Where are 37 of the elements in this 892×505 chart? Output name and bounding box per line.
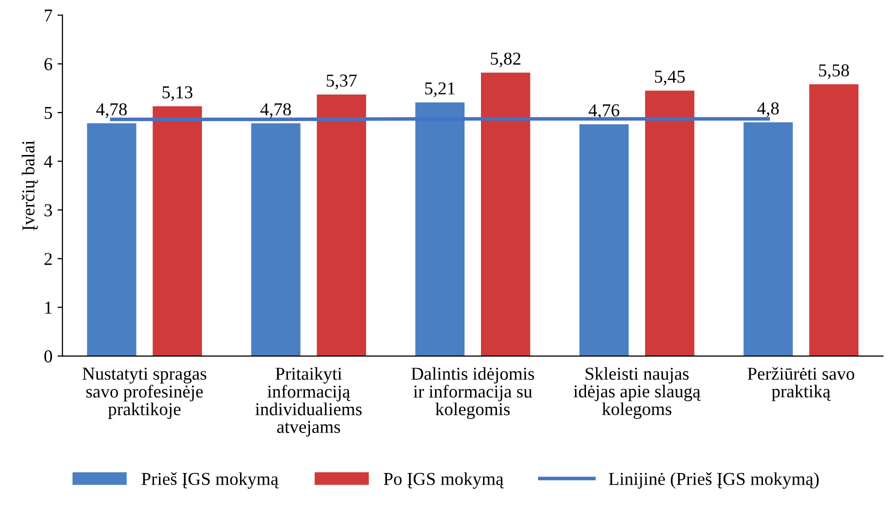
- y-tick-label: 3: [44, 204, 52, 216]
- bar: [645, 90, 694, 356]
- data-label: 4,76: [588, 104, 620, 119]
- y-tick-label: 1: [45, 302, 52, 314]
- y-tick-label: 2: [44, 252, 52, 265]
- x-tick-label: Nustatyti spragas savo profesinėje praktikoje: [82, 368, 206, 419]
- data-label: 5,58: [819, 64, 849, 80]
- x-tick-label: Dalintis idėjomis ir informacija su kolegomis: [411, 367, 534, 420]
- y-tick-label: 5: [44, 106, 52, 119]
- bar: [251, 123, 300, 356]
- data-label: 4,78: [260, 103, 291, 118]
- y-tick-label: 4: [44, 156, 52, 168]
- x-tick-label: Peržiūrėti savo praktiką: [748, 367, 854, 402]
- bar: [579, 124, 629, 356]
- legend-label: Linijinė (Prieš ĮGS mokymą): [608, 472, 819, 489]
- bar: [809, 84, 858, 356]
- y-tick-label: 7: [44, 10, 52, 22]
- bar: [316, 94, 366, 356]
- x-tick-label: Skleisti naujas idėjas apie slaugą kolegoms: [574, 367, 701, 419]
- bar: [152, 106, 202, 356]
- data-label: 4,78: [96, 103, 127, 118]
- legend-label: Po ĮGS mokymą: [384, 472, 504, 489]
- data-label: 5,45: [654, 70, 685, 86]
- data-label: 5,37: [326, 74, 357, 90]
- data-label: 5,13: [162, 86, 192, 101]
- x-tick-label: Pritaikyti informaciją individualiems atvejams: [255, 367, 362, 437]
- data-label: 4,8: [757, 102, 779, 118]
- bar: [480, 72, 530, 356]
- bar: [744, 122, 793, 356]
- legend-label: Prieš ĮGS mokymą: [142, 472, 279, 489]
- y-tick-label: 6: [44, 58, 52, 70]
- bar: [87, 123, 136, 356]
- bar: [415, 102, 465, 356]
- data-label: 5,82: [490, 52, 520, 68]
- y-tick-label: 0: [44, 350, 52, 362]
- data-label: 5,21: [425, 82, 455, 98]
- y-axis-title: Įverčių balai: [22, 140, 38, 230]
